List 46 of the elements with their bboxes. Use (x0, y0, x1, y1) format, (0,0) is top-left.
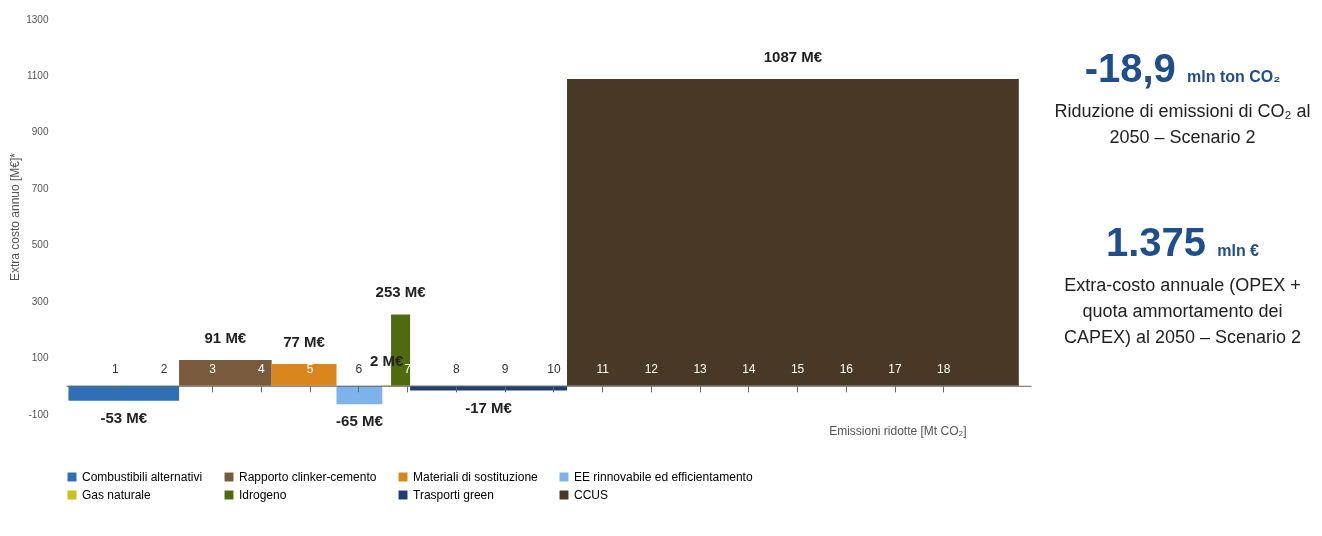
x-tick-label: 11 (596, 362, 610, 377)
y-axis-title: Extra costo annuo [M€]* (8, 152, 23, 282)
data-label: 253 M€ (375, 283, 427, 301)
legend-label: Idrogeno (239, 488, 287, 502)
x-tick-label: 10 (547, 362, 561, 377)
x-tick-label: 14 (742, 362, 756, 377)
x-tick-label: 8 (453, 362, 461, 377)
data-label: -65 M€ (336, 412, 384, 430)
text: Riduzione di emissioni di CO₂ al 2050 – Scenario 2 (1053, 100, 1312, 150)
x-tick-label: 2 (160, 362, 168, 377)
legend-label: Gas naturale (82, 488, 152, 502)
x-axis-title: Emissioni ridotte [Mt CO₂] (829, 424, 967, 439)
legend-label: Trasporti green (413, 488, 494, 502)
x-tick-label: 17 (888, 362, 903, 377)
data-label: -53 M€ (100, 408, 148, 426)
x-tick-label: 5 (306, 362, 314, 377)
x-tick-label: 1 (111, 362, 119, 377)
x-tick-label: 9 (501, 362, 509, 377)
x-tick-label: 12 (644, 362, 659, 377)
y-tick-label: 700 (31, 182, 49, 194)
y-tick-label: 1100 (26, 69, 49, 81)
data-label: 91 M€ (204, 329, 247, 347)
legend-label: Rapporto clinker-cemento (239, 470, 377, 484)
y-tick-label: 300 (31, 295, 49, 307)
legend-label: CCUS (574, 488, 609, 502)
x-tick-label: 16 (839, 362, 854, 377)
x-tick-label: 3 (209, 362, 217, 377)
x-tick-label: 18 (937, 362, 951, 377)
y-tick-label: -100 (28, 408, 49, 420)
legend-label: Combustibili alternativi (82, 470, 203, 484)
data-label: -17 M€ (465, 398, 513, 416)
legend-label: Materiali di sostituzione (413, 470, 539, 484)
data-label: 1087 M€ (763, 48, 823, 66)
y-tick-label: 500 (31, 239, 49, 251)
x-tick-label: 13 (693, 362, 708, 377)
text: -18,9 mln ton CO₂ (1083, 46, 1282, 90)
x-tick-label: 4 (258, 362, 266, 377)
text: Extra-costo annuale (OPEX + quota ammortamento dei CAPEX) al 2050 – Scenario 2 (1062, 274, 1303, 350)
y-tick-label: 900 (31, 126, 49, 138)
x-tick-label: 6 (355, 362, 363, 377)
y-tick-label: 100 (31, 352, 49, 364)
text: 1.375 mln € (1105, 220, 1260, 265)
x-tick-label: 15 (790, 362, 805, 377)
y-tick-label: 1300 (26, 13, 49, 25)
legend-label: EE rinnovabile ed efficientamento (574, 470, 753, 484)
data-label: 77 M€ (283, 333, 326, 351)
